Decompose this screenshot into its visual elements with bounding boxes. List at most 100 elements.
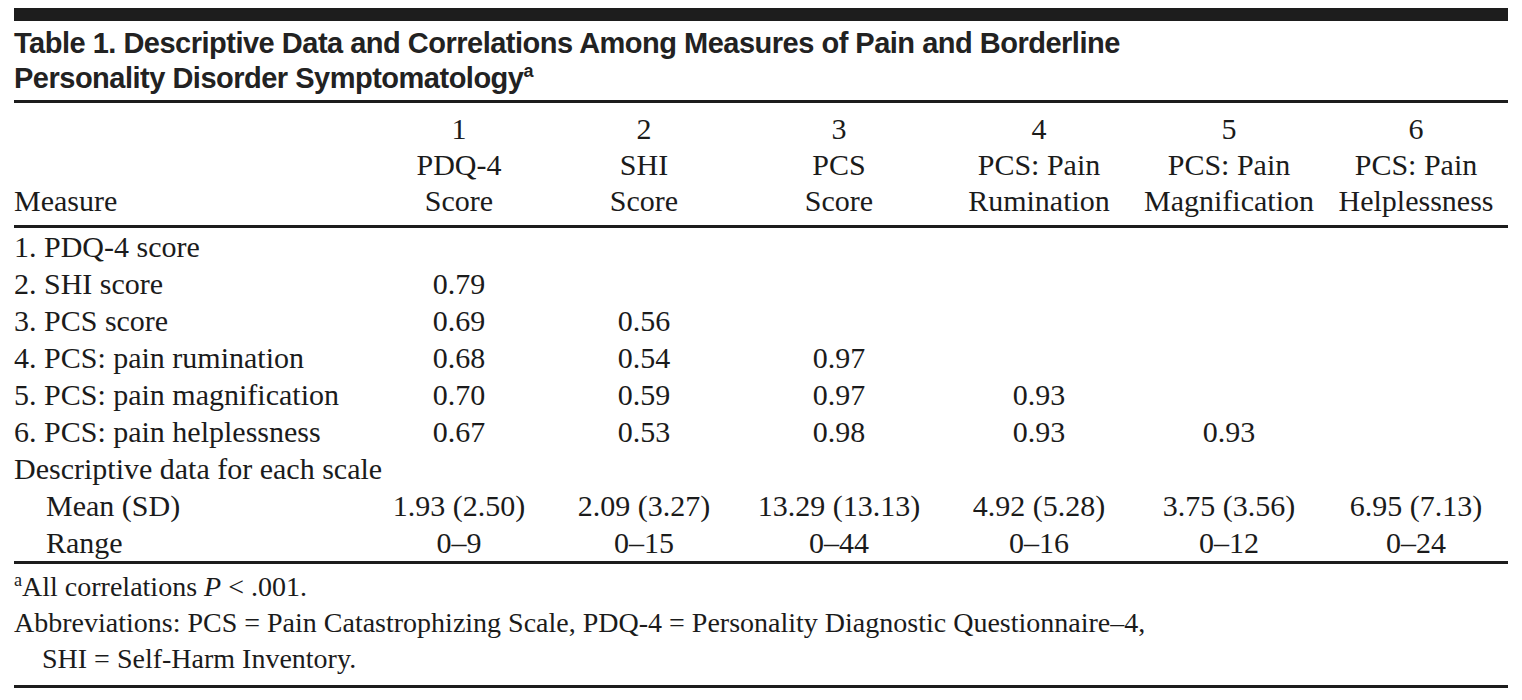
correlation-cell [1324, 413, 1508, 450]
column-title-line2: Score [364, 183, 554, 219]
table-row: Mean (SD) 1.93 (2.50) 2.09 (3.27) 13.29 … [14, 487, 1508, 524]
correlation-cell: 0.98 [734, 413, 944, 450]
correlation-cell [734, 450, 944, 487]
column-title-line1: PDQ-4 [364, 147, 554, 183]
column-number: 6 [1324, 111, 1508, 147]
correlation-cell [364, 227, 554, 266]
correlation-cell [944, 450, 1134, 487]
correlation-cell: 0.59 [554, 376, 734, 413]
column-title-line2: Rumination [944, 183, 1134, 219]
correlation-cell [364, 450, 554, 487]
table-title: Table 1. Descriptive Data and Correlatio… [14, 26, 1508, 96]
column-header-4: 4 PCS: Pain Rumination [944, 103, 1134, 227]
correlation-table: Measure 1 PDQ-4 Score 2 SHI Score 3 PCS … [14, 103, 1508, 564]
correlation-cell [944, 265, 1134, 302]
row-label: 5. PCS: pain magnification [14, 376, 364, 413]
row-label: Range [14, 524, 364, 563]
correlation-cell: 0.69 [364, 302, 554, 339]
correlation-cell: 0.54 [554, 339, 734, 376]
correlation-cell [1134, 302, 1324, 339]
correlation-cell [1324, 450, 1508, 487]
correlation-cell: 0.93 [944, 376, 1134, 413]
journal-table-figure: Table 1. Descriptive Data and Correlatio… [0, 0, 1522, 700]
column-number: 1 [364, 111, 554, 147]
row-label: 2. SHI score [14, 265, 364, 302]
column-title-line2: Magnification [1134, 183, 1324, 219]
correlation-cell: 0.93 [1134, 413, 1324, 450]
column-title-line1: SHI [554, 147, 734, 183]
table-header: Measure 1 PDQ-4 Score 2 SHI Score 3 PCS … [14, 103, 1508, 227]
column-header-5: 5 PCS: Pain Magnification [1134, 103, 1324, 227]
column-title-line1: PCS: Pain [1134, 147, 1324, 183]
column-title-line2: Helplessness [1324, 183, 1508, 219]
mean-sd-cell: 4.92 (5.28) [944, 487, 1134, 524]
range-cell: 0–15 [554, 524, 734, 563]
row-label: 4. PCS: pain rumination [14, 339, 364, 376]
mean-sd-cell: 13.29 (13.13) [734, 487, 944, 524]
table-row: 5. PCS: pain magnification 0.70 0.59 0.9… [14, 376, 1508, 413]
column-title-line1: PCS: Pain [1324, 147, 1508, 183]
table-row: 6. PCS: pain helplessness 0.67 0.53 0.98… [14, 413, 1508, 450]
correlation-cell: 0.56 [554, 302, 734, 339]
correlation-cell: 0.67 [364, 413, 554, 450]
table-row: 1. PDQ-4 score [14, 227, 1508, 266]
column-header-6: 6 PCS: Pain Helplessness [1324, 103, 1508, 227]
mean-sd-cell: 3.75 (3.56) [1134, 487, 1324, 524]
row-label: 1. PDQ-4 score [14, 227, 364, 266]
mean-sd-cell: 6.95 (7.13) [1324, 487, 1508, 524]
table-title-footnote-marker: a [523, 61, 533, 81]
correlation-cell [1134, 450, 1324, 487]
table-title-line2: Personality Disorder Symptomatology [14, 62, 523, 94]
abbreviations-line2: SHI = Self-Harm Inventory. [14, 641, 1508, 677]
correlation-cell [944, 227, 1134, 266]
table-row: 2. SHI score 0.79 [14, 265, 1508, 302]
correlation-cell [1134, 227, 1324, 266]
top-rule-thick [14, 8, 1508, 21]
row-label: Mean (SD) [14, 487, 364, 524]
column-number: 4 [944, 111, 1134, 147]
correlation-cell: 0.53 [554, 413, 734, 450]
correlation-cell: 0.97 [734, 339, 944, 376]
footnote-a-marker: a [14, 570, 22, 590]
column-title-line1: PCS: Pain [944, 147, 1134, 183]
correlation-cell: 0.79 [364, 265, 554, 302]
correlation-cell [734, 265, 944, 302]
header-row: Measure 1 PDQ-4 Score 2 SHI Score 3 PCS … [14, 103, 1508, 227]
column-header-1: 1 PDQ-4 Score [364, 103, 554, 227]
footnote-a-text: All correlations [22, 571, 204, 602]
column-title-line1: PCS [734, 147, 944, 183]
table-row: 4. PCS: pain rumination 0.68 0.54 0.97 [14, 339, 1508, 376]
correlation-cell [554, 450, 734, 487]
correlation-cell: 0.97 [734, 376, 944, 413]
correlation-cell [1324, 302, 1508, 339]
column-header-2: 2 SHI Score [554, 103, 734, 227]
correlation-cell [734, 302, 944, 339]
footnote-a: aAll correlations P < .001. [14, 569, 1508, 605]
correlation-cell [554, 227, 734, 266]
range-cell: 0–9 [364, 524, 554, 563]
correlation-cell [944, 302, 1134, 339]
correlation-cell [1134, 376, 1324, 413]
correlation-cell [944, 339, 1134, 376]
table-footnotes: aAll correlations P < .001. Abbreviation… [14, 564, 1508, 685]
footnote-a-text-after: < .001. [221, 571, 307, 602]
correlation-cell [1324, 265, 1508, 302]
column-title-line2: Score [734, 183, 944, 219]
correlation-cell [734, 227, 944, 266]
table-row: Range 0–9 0–15 0–44 0–16 0–12 0–24 [14, 524, 1508, 563]
correlation-cell: 0.68 [364, 339, 554, 376]
correlation-cell [554, 265, 734, 302]
range-cell: 0–44 [734, 524, 944, 563]
table-row: 3. PCS score 0.69 0.56 [14, 302, 1508, 339]
correlation-cell [1134, 265, 1324, 302]
column-number: 3 [734, 111, 944, 147]
mean-sd-cell: 1.93 (2.50) [364, 487, 554, 524]
abbreviations-line1: Abbreviations: PCS = Pain Catastrophizin… [14, 605, 1508, 641]
table-body: 1. PDQ-4 score 2. SHI score 0.79 3. PCS … [14, 227, 1508, 563]
row-label: 6. PCS: pain helplessness [14, 413, 364, 450]
column-number: 2 [554, 111, 734, 147]
footnote-a-pvalue: P [204, 571, 221, 602]
correlation-cell: 0.70 [364, 376, 554, 413]
correlation-cell [1134, 339, 1324, 376]
range-cell: 0–16 [944, 524, 1134, 563]
